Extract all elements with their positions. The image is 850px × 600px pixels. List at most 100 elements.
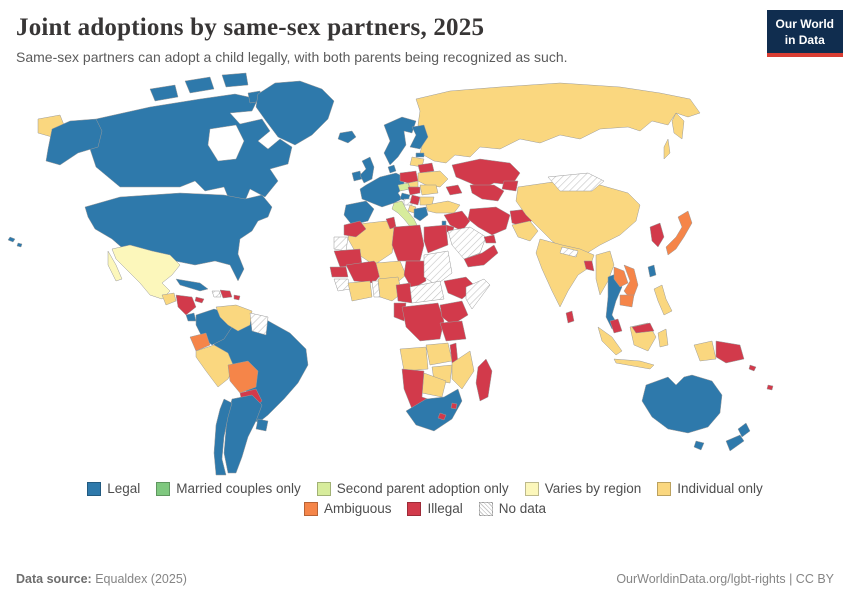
legend-item-varies[interactable]: Varies by region bbox=[524, 481, 641, 496]
region-honduras-nicaragua[interactable] bbox=[175, 294, 197, 316]
region-baja-california[interactable] bbox=[107, 250, 123, 282]
region-nepal[interactable] bbox=[559, 246, 579, 258]
region-venezuela[interactable] bbox=[215, 304, 253, 332]
owid-link[interactable]: OurWorldinData.org/lgbt-rights | CC BY bbox=[616, 572, 834, 586]
region-bosnia[interactable] bbox=[403, 198, 413, 206]
region-greece[interactable] bbox=[413, 206, 429, 222]
region-cote-divoire-ghana[interactable] bbox=[347, 280, 373, 302]
region-estonia[interactable] bbox=[415, 152, 425, 158]
region-senegal[interactable] bbox=[329, 266, 349, 278]
region-serbia[interactable] bbox=[409, 194, 421, 206]
legend-item-married-couples-only[interactable]: Married couples only bbox=[156, 481, 301, 496]
region-guatemala[interactable] bbox=[161, 292, 177, 306]
region-mongolia[interactable] bbox=[547, 172, 605, 192]
region-yemen-oman[interactable] bbox=[463, 244, 499, 268]
region-new-zealand-south[interactable] bbox=[725, 434, 745, 452]
region-taiwan[interactable] bbox=[647, 264, 657, 278]
region-australia[interactable] bbox=[641, 374, 723, 434]
region-nigeria[interactable] bbox=[377, 276, 403, 302]
region-greenland[interactable] bbox=[255, 80, 335, 146]
region-japan[interactable] bbox=[665, 210, 693, 256]
legend-item-ambiguous[interactable]: Ambiguous bbox=[303, 501, 391, 516]
region-angola[interactable] bbox=[399, 346, 429, 372]
region-malaysia-borneo[interactable] bbox=[631, 322, 655, 334]
region-tasmania[interactable] bbox=[693, 440, 705, 451]
region-chile[interactable] bbox=[213, 398, 233, 476]
legend-item-legal[interactable]: Legal bbox=[87, 481, 140, 496]
region-fiji[interactable] bbox=[766, 384, 774, 391]
region-costa-rica[interactable] bbox=[185, 312, 197, 322]
region-solomon-islands[interactable] bbox=[748, 364, 757, 372]
region-car-south-sudan[interactable] bbox=[409, 280, 445, 304]
region-sakhalin[interactable] bbox=[663, 138, 671, 160]
region-gulf-states[interactable] bbox=[483, 234, 497, 244]
region-bangladesh[interactable] bbox=[583, 260, 595, 272]
region-caucasus[interactable] bbox=[445, 184, 463, 196]
region-sulawesi[interactable] bbox=[657, 328, 669, 348]
region-china[interactable] bbox=[515, 180, 641, 256]
region-iberia[interactable] bbox=[343, 200, 375, 226]
region-ukraine[interactable] bbox=[417, 170, 449, 188]
legend-item-no-data[interactable]: No data bbox=[478, 501, 546, 516]
region-egypt[interactable] bbox=[423, 224, 449, 254]
region-kyrgyzstan-tajikistan[interactable] bbox=[501, 180, 519, 192]
region-java[interactable] bbox=[613, 358, 655, 370]
region-ecuador[interactable] bbox=[189, 332, 211, 352]
region-guyana-suriname[interactable] bbox=[249, 312, 269, 336]
region-papua-new-guinea[interactable] bbox=[715, 340, 745, 364]
region-zambia[interactable] bbox=[425, 342, 453, 366]
region-mali[interactable] bbox=[345, 260, 385, 284]
region-belarus[interactable] bbox=[417, 162, 435, 174]
region-tanzania[interactable] bbox=[439, 320, 467, 342]
region-alaska[interactable] bbox=[45, 118, 103, 166]
region-guinea[interactable] bbox=[333, 278, 351, 292]
region-iceland[interactable] bbox=[337, 130, 357, 144]
region-denmark[interactable] bbox=[387, 164, 397, 174]
region-uganda-kenya[interactable] bbox=[439, 300, 469, 326]
region-saudi-arabia[interactable] bbox=[447, 226, 487, 260]
region-peru[interactable] bbox=[195, 344, 235, 388]
region-lesotho[interactable] bbox=[437, 412, 447, 421]
region-cambodia[interactable] bbox=[619, 294, 635, 308]
region-philippines[interactable] bbox=[653, 284, 673, 316]
region-laos[interactable] bbox=[613, 266, 629, 288]
region-south-africa[interactable] bbox=[405, 388, 463, 432]
region-madagascar[interactable] bbox=[475, 358, 493, 402]
region-western-sahara[interactable] bbox=[333, 236, 349, 252]
region-somalia[interactable] bbox=[465, 278, 491, 310]
region-arctic-island-3[interactable] bbox=[221, 72, 249, 88]
region-drc[interactable] bbox=[401, 302, 445, 342]
region-russia[interactable] bbox=[415, 82, 701, 164]
region-romania[interactable] bbox=[419, 184, 439, 196]
region-hawaii-1[interactable] bbox=[7, 236, 16, 243]
region-poland[interactable] bbox=[399, 170, 419, 184]
region-sri-lanka[interactable] bbox=[565, 310, 575, 324]
region-finland[interactable] bbox=[409, 124, 429, 150]
region-eswatini[interactable] bbox=[450, 402, 458, 410]
region-haiti[interactable] bbox=[211, 290, 222, 298]
region-new-zealand-north[interactable] bbox=[737, 422, 751, 438]
region-hawaii-2[interactable] bbox=[16, 242, 23, 248]
region-bolivia[interactable] bbox=[227, 360, 259, 394]
region-dominican-republic[interactable] bbox=[219, 289, 233, 299]
region-morocco[interactable] bbox=[343, 220, 367, 238]
region-uruguay[interactable] bbox=[255, 418, 269, 432]
region-malaysia-peninsula[interactable] bbox=[609, 318, 623, 334]
region-norway-sweden[interactable] bbox=[383, 116, 417, 166]
region-iran[interactable] bbox=[467, 206, 511, 236]
region-syria-iraq[interactable] bbox=[443, 210, 471, 232]
region-india[interactable] bbox=[535, 238, 595, 308]
region-mexico[interactable] bbox=[111, 244, 181, 300]
legend-item-second-parent[interactable]: Second parent adoption only bbox=[316, 481, 509, 496]
legend-item-individual[interactable]: Individual only bbox=[657, 481, 763, 496]
region-puerto-rico[interactable] bbox=[233, 294, 241, 301]
region-cameroon[interactable] bbox=[395, 282, 413, 304]
region-arctic-island-1[interactable] bbox=[149, 84, 179, 102]
region-korea[interactable] bbox=[649, 222, 665, 248]
legend-item-illegal[interactable]: Illegal bbox=[407, 501, 463, 516]
region-cuba[interactable] bbox=[175, 278, 209, 292]
region-west-papua[interactable] bbox=[693, 340, 717, 362]
region-libya[interactable] bbox=[391, 224, 425, 262]
region-united-kingdom[interactable] bbox=[359, 156, 375, 184]
region-uzbekistan-turkmenistan[interactable] bbox=[469, 184, 505, 202]
